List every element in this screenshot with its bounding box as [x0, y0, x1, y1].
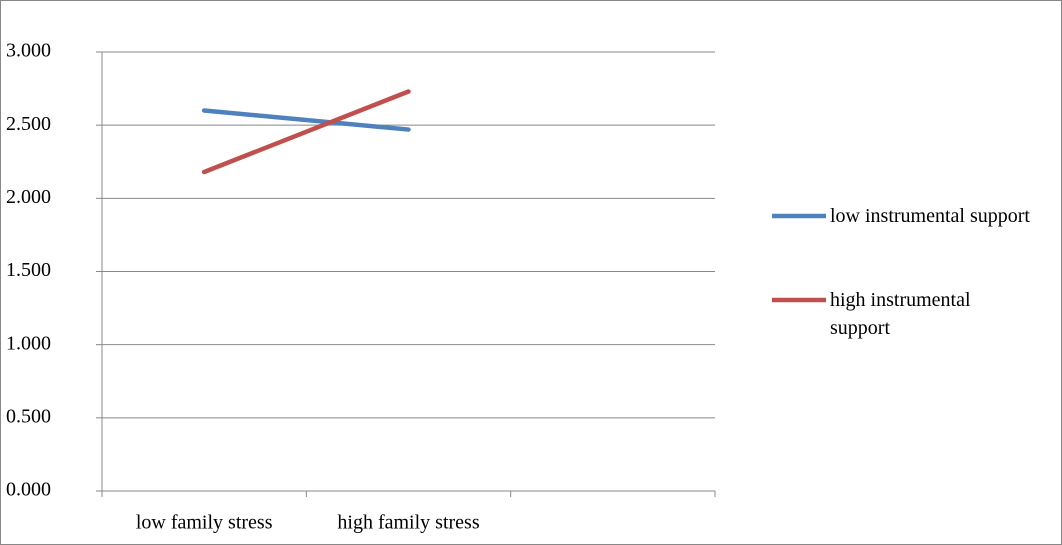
series-line	[201, 108, 411, 132]
x-tick-label: low family stress	[136, 512, 273, 534]
y-tick-label: 3.000	[6, 40, 51, 62]
legend-label: high instrumental support	[830, 289, 971, 339]
y-tick-label: 2.500	[6, 113, 51, 135]
x-tick-label: high family stress	[337, 512, 479, 534]
legend-label: low instrumental support	[830, 205, 1030, 227]
y-tick-label: 0.500	[6, 405, 51, 427]
y-tick-label: 2.000	[6, 186, 51, 208]
y-tick-label: 0.000	[6, 479, 51, 501]
y-tick-label: 1.500	[6, 259, 51, 281]
series-line	[201, 89, 411, 175]
y-tick-label: 1.000	[6, 332, 51, 354]
